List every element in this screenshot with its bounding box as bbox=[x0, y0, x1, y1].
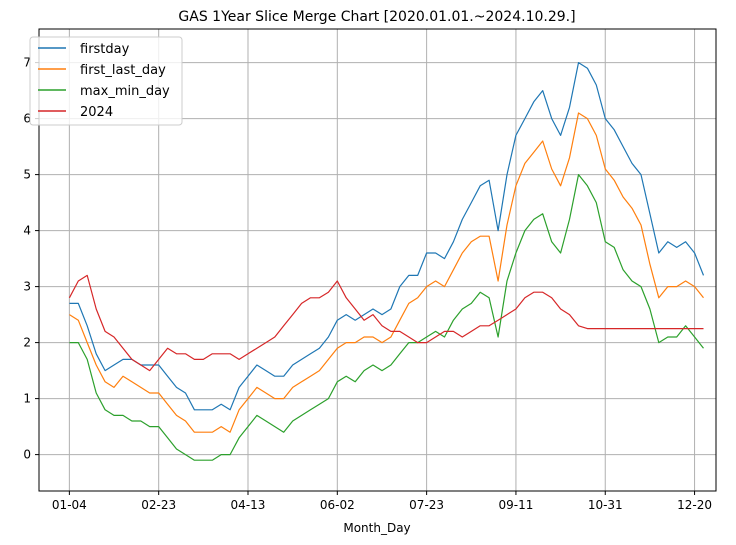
x-axis-label: Month_Day bbox=[343, 521, 410, 535]
plot-frame bbox=[38, 28, 717, 492]
series-line-firstday bbox=[69, 61, 705, 411]
series-line-max_min_day bbox=[69, 174, 704, 461]
legend-label: firstday bbox=[80, 42, 130, 57]
legend-label: max_min_day bbox=[80, 84, 170, 99]
x-tick-label: 01-04 bbox=[52, 498, 87, 512]
x-tick-label: 09-11 bbox=[498, 498, 533, 512]
legend-label: first_last_day bbox=[80, 63, 166, 78]
x-tick-label: 12-20 bbox=[677, 498, 712, 512]
legend: firstday first_last_day max_min_day 2024 bbox=[29, 36, 183, 126]
series-line-first_last_day bbox=[69, 112, 704, 433]
y-tick-label: 6 bbox=[23, 112, 31, 126]
y-tick-label: 1 bbox=[23, 392, 31, 406]
legend-box bbox=[29, 36, 183, 126]
x-tick-label: 04-13 bbox=[231, 498, 266, 512]
x-tick-label: 07-23 bbox=[409, 498, 444, 512]
y-tick-label: 0 bbox=[23, 448, 31, 462]
y-tick-label: 3 bbox=[23, 280, 31, 294]
legend-label: 2024 bbox=[80, 105, 113, 120]
y-tick-label: 4 bbox=[23, 224, 31, 238]
chart-title: GAS 1Year Slice Merge Chart [2020.01.01.… bbox=[178, 9, 575, 25]
y-tick-label: 5 bbox=[23, 168, 31, 182]
y-tick-label: 2 bbox=[23, 336, 31, 350]
y-tick-label: 7 bbox=[23, 56, 31, 70]
x-tick-label: 10-31 bbox=[588, 498, 623, 512]
axis-ticks: 01-04 02-23 04-13 06-02 07-23 09-11 10-31 12-20… bbox=[23, 56, 712, 512]
series-line-2024 bbox=[68, 274, 704, 372]
x-tick-label: 02-23 bbox=[141, 498, 176, 512]
plot-lines bbox=[68, 61, 705, 461]
x-tick-label: 06-02 bbox=[320, 498, 355, 512]
